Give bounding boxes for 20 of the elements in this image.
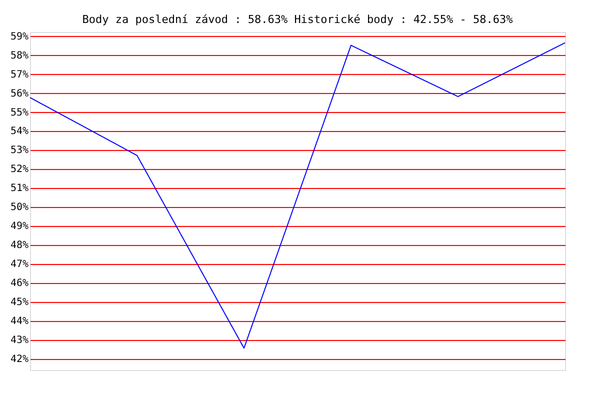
y-tick-label: 42% <box>10 354 28 366</box>
chart-title: Body za poslední závod : 58.63% Historické body : 42.55% - 58.63% <box>82 12 514 26</box>
y-tick-label: 56% <box>10 88 28 100</box>
y-tick-label: 52% <box>10 164 28 176</box>
y-tick-label: 49% <box>10 221 28 232</box>
y-tick-label: 43% <box>10 335 28 346</box>
y-tick-label: 51% <box>10 183 28 194</box>
y-tick-label: 53% <box>10 145 28 156</box>
y-tick-label: 44% <box>10 316 28 328</box>
y-tick-label: 47% <box>10 259 28 270</box>
y-tick-label: 48% <box>10 240 28 252</box>
y-tick-label: 45% <box>10 297 28 308</box>
y-tick-label: 50% <box>10 202 28 214</box>
y-tick-label: 55% <box>10 107 28 118</box>
line-series <box>30 42 566 349</box>
y-tick-label: 46% <box>10 278 28 290</box>
y-tick-label: 54% <box>10 126 28 138</box>
y-tick-label: 58% <box>10 50 28 62</box>
y-tick-label: 57% <box>10 69 28 80</box>
y-tick-label: 59% <box>10 31 28 42</box>
